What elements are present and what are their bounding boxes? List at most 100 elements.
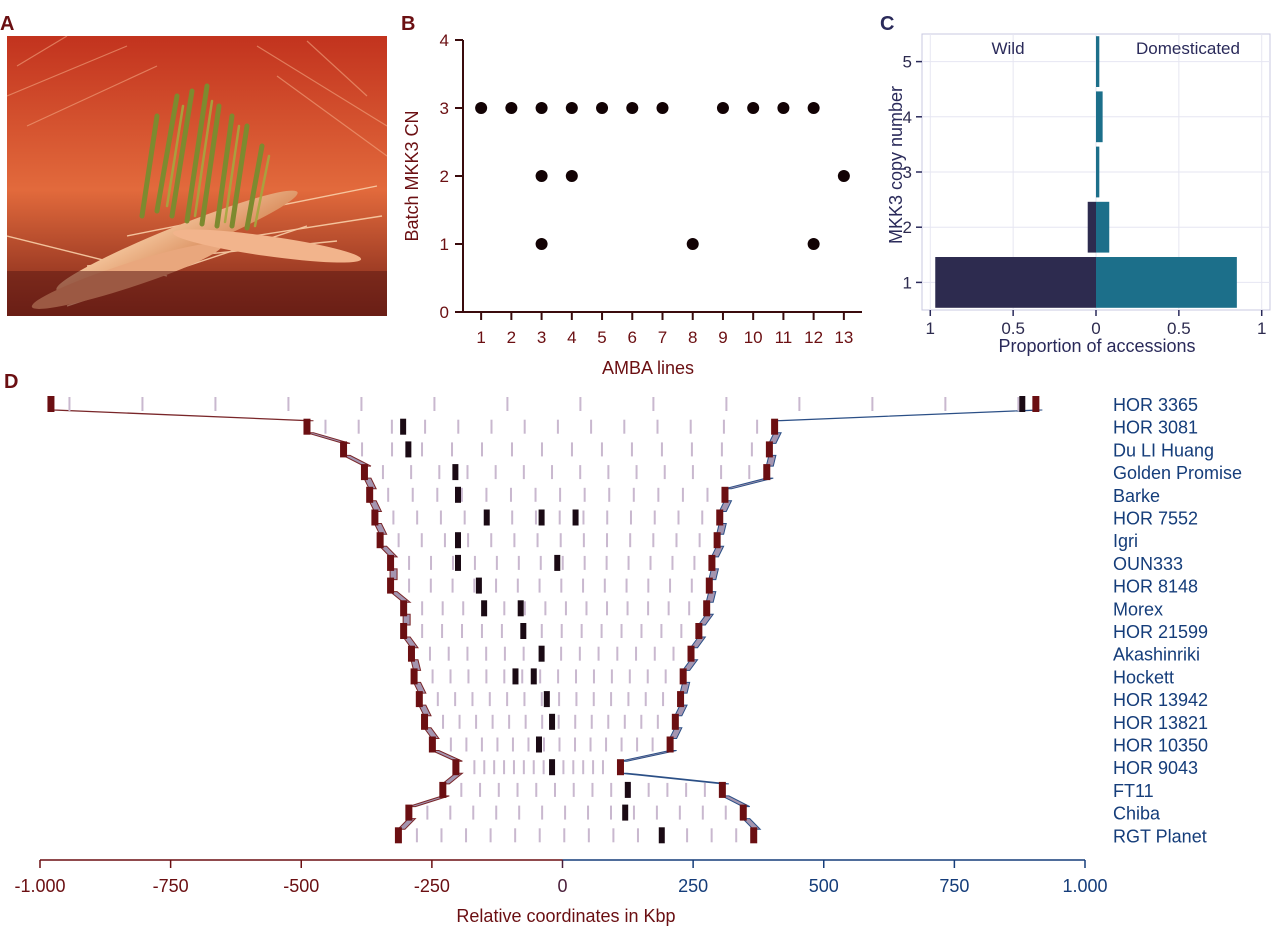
d-left-boundary-ribbon: [402, 636, 419, 649]
d-gene-tick: [439, 510, 442, 525]
d-mkk3-marker: [520, 623, 527, 639]
d-gene-tick: [590, 714, 593, 729]
c-x-tick-label: 0.5: [1001, 319, 1025, 338]
d-genome-label: Akashinriki: [1113, 645, 1200, 665]
d-left-boundary-marker: [394, 827, 402, 844]
d-gene-tick: [542, 760, 545, 775]
d-gene-tick: [361, 442, 364, 457]
d-left-boundary-marker: [410, 668, 418, 685]
d-right-boundary-ribbon: [619, 750, 677, 762]
d-gene-tick: [756, 419, 759, 434]
d-gene-tick: [691, 465, 694, 480]
panel-label-a: A: [0, 13, 14, 35]
d-right-boundary-ribbon: [741, 818, 762, 830]
d-mkk3-marker: [455, 486, 461, 503]
d-gene-tick: [607, 465, 610, 480]
c-bar-domesticated: [1096, 257, 1237, 308]
d-gene-tick: [564, 805, 567, 820]
d-mkk3-marker: [622, 804, 629, 821]
d-gene-tick: [663, 465, 666, 480]
d-gene-tick: [603, 578, 606, 593]
d-gene-tick: [485, 669, 488, 684]
d-gene-tick: [472, 805, 475, 820]
d-gene-tick: [620, 737, 623, 752]
barley-photo: [6, 35, 388, 316]
d-gene-tick: [585, 601, 588, 616]
panel-b-scatter: AMBA lines Batch MKK3 CN 1 2 3 4 5 6 7 8 9 10 11 12…: [402, 31, 862, 378]
d-gene-tick: [457, 419, 460, 434]
d-right-boundary-ribbon: [679, 681, 691, 694]
d-gene-tick: [524, 714, 527, 729]
d-gene-tick: [461, 624, 464, 638]
d-gene-tick: [466, 465, 469, 480]
d-mkk3-marker: [658, 827, 665, 844]
d-gene-tick: [514, 828, 517, 843]
d-gene-tick: [616, 646, 619, 661]
d-gene-tick: [454, 692, 457, 707]
d-genome-label: HOR 7552: [1113, 509, 1198, 529]
b-data-point: [807, 102, 820, 114]
d-right-boundary-marker: [765, 441, 773, 458]
d-gene-tick: [451, 442, 454, 457]
d-gene-tick: [647, 578, 650, 593]
d-left-boundary-ribbon: [388, 591, 412, 603]
d-gene-tick: [606, 533, 609, 548]
panel-label-c: C: [880, 13, 894, 35]
d-gene-tick: [735, 828, 738, 843]
d-genome-label: Hockett: [1113, 667, 1174, 687]
d-mkk3-marker: [549, 759, 556, 776]
c-y-tick-label: 5: [903, 53, 912, 72]
d-genome-label: Chiba: [1113, 804, 1161, 824]
d-gene-tick: [630, 442, 633, 457]
d-right-boundary-ribbon: [765, 454, 777, 467]
d-gene-tick: [560, 624, 563, 638]
d-x-tick-label: 250: [678, 876, 708, 896]
d-gene-tick: [591, 782, 594, 797]
d-left-boundary-marker: [376, 532, 384, 549]
d-gene-tick: [640, 714, 643, 729]
d-gene-tick: [287, 397, 290, 411]
d-gene-tick: [516, 782, 519, 797]
d-gene-tick: [493, 760, 496, 775]
b-data-point: [626, 102, 639, 114]
b-data-point: [747, 102, 760, 114]
d-gene-tick: [558, 510, 561, 525]
d-genome-label: HOR 9043: [1113, 758, 1198, 778]
d-mkk3-marker: [538, 645, 545, 662]
d-gene-tick: [657, 487, 660, 502]
d-gene-tick: [724, 805, 727, 820]
d-gene-tick: [667, 601, 670, 616]
d-gene-tick: [606, 510, 609, 525]
d-gene-tick: [570, 442, 573, 457]
d-gene-tick: [465, 737, 468, 752]
d-gene-tick: [587, 828, 590, 843]
d-mkk3-marker: [624, 781, 631, 798]
d-gene-tick: [579, 465, 582, 480]
d-left-boundary-ribbon: [342, 454, 372, 467]
d-gene-tick: [490, 533, 493, 548]
d-gene-tick: [467, 533, 470, 548]
d-gene-tick: [542, 737, 545, 752]
d-gene-tick: [574, 737, 577, 752]
d-gene-tick: [433, 397, 436, 411]
d-right-boundary-ribbon: [721, 795, 750, 808]
d-left-boundary-marker: [405, 804, 413, 821]
b-data-point: [777, 102, 790, 114]
d-gene-tick: [512, 760, 515, 775]
b-data-point: [565, 102, 578, 114]
d-gene-tick: [680, 624, 683, 638]
d-gene-tick: [656, 419, 659, 434]
d-gene-tick: [410, 465, 413, 480]
d-x-tick-label: 1.000: [1062, 876, 1107, 896]
d-gene-tick: [572, 782, 575, 797]
d-left-boundary-ribbon: [396, 818, 417, 830]
b-data-point: [535, 238, 548, 250]
b-x-tick-label: 8: [688, 328, 697, 347]
d-gene-tick: [944, 397, 947, 411]
d-gene-tick: [600, 442, 603, 457]
d-gene-tick: [660, 624, 663, 638]
d-gene-tick: [443, 533, 446, 548]
d-right-boundary-marker: [677, 691, 685, 708]
d-left-boundary-ribbon: [378, 545, 399, 558]
